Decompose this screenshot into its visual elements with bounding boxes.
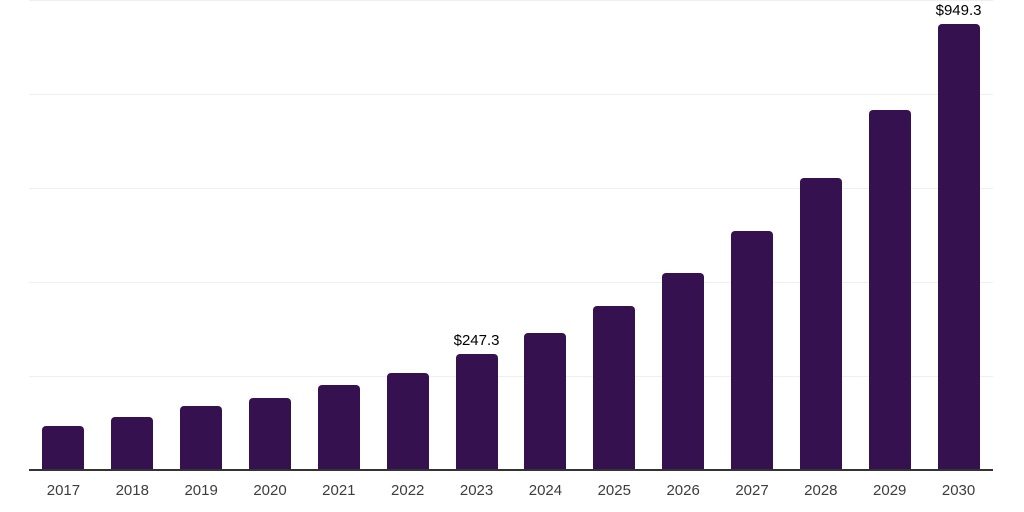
- bar-2020: [249, 397, 291, 470]
- bar-2023: [455, 353, 498, 470]
- x-tick-label-2020: 2020: [253, 482, 287, 499]
- x-tick-label-2019: 2019: [184, 482, 218, 499]
- x-tick-label-2030: 2030: [941, 482, 976, 499]
- x-tick-label-2025: 2025: [597, 482, 631, 499]
- x-tick-label-2018: 2018: [115, 482, 149, 499]
- gridline-200: [29, 376, 993, 377]
- bar-2017: [42, 426, 85, 470]
- bar-2018: [111, 417, 154, 470]
- bar-2021: [317, 384, 360, 470]
- x-tick-label-2023: 2023: [459, 482, 494, 499]
- gridline-800: [29, 94, 993, 95]
- x-tick-label-2024: 2024: [528, 482, 563, 499]
- x-tick-label-2022: 2022: [391, 482, 425, 499]
- x-tick-label-2028: 2028: [804, 482, 838, 499]
- bar-2029: [868, 109, 911, 470]
- bar-2024: [524, 333, 567, 470]
- gridline-600: [29, 188, 993, 189]
- x-tick-label-2029: 2029: [873, 482, 907, 499]
- x-tick-label-2021: 2021: [322, 482, 356, 499]
- bar-2030: [937, 23, 980, 470]
- bar-2028: [799, 178, 842, 470]
- value-label-2030: $949.3: [935, 1, 982, 19]
- x-axis-line: [29, 469, 993, 471]
- gridline-400: [29, 282, 993, 283]
- value-label-2023: $247.3: [453, 331, 500, 349]
- x-tick-label-2017: 2017: [46, 482, 81, 499]
- x-tick-label-2027: 2027: [735, 482, 769, 499]
- gridline-1000: [29, 0, 993, 1]
- bar-2026: [662, 273, 705, 470]
- bar-2027: [731, 230, 773, 470]
- bar-2025: [593, 305, 636, 470]
- bar-2022: [386, 372, 429, 470]
- x-tick-label-2026: 2026: [666, 482, 700, 499]
- bar-2019: [180, 406, 223, 470]
